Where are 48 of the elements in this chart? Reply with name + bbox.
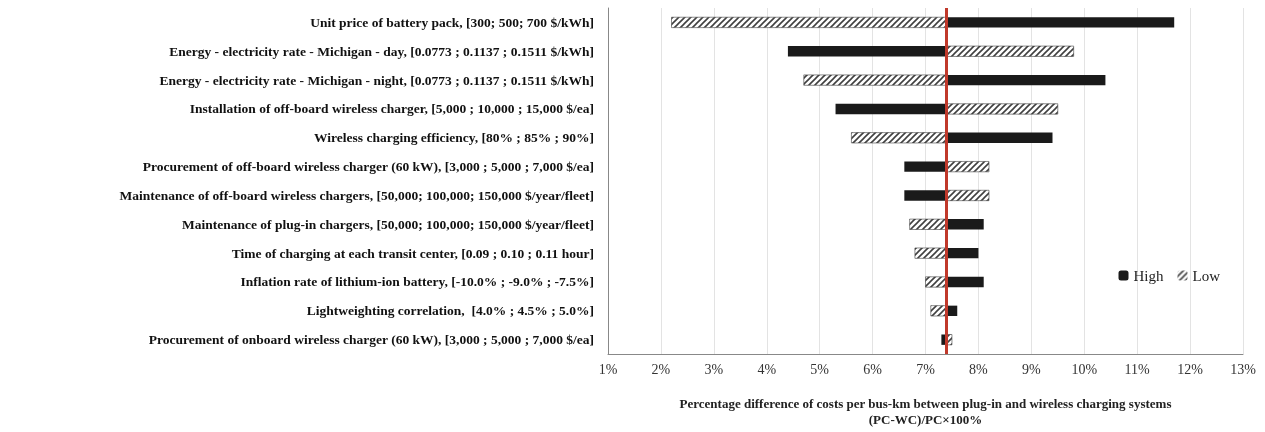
- legend-label: High: [1133, 267, 1164, 284]
- bar: [671, 16, 947, 28]
- x-tick-label: 1%: [598, 361, 618, 377]
- y-tick-label: Unit price of battery pack, [300; 500; 700 $/kWh]: [310, 14, 594, 30]
- bar: [946, 161, 990, 173]
- bar: [851, 132, 947, 144]
- x-tick-label: 5%: [810, 361, 830, 377]
- x-tick-label: 8%: [969, 361, 989, 377]
- x-tick-label: 11%: [1124, 361, 1151, 377]
- y-tick-label: Installation of off-board wireless charger, [5,000 ; 10,000 ; 15,000 $/ea]: [189, 101, 594, 117]
- legend-label: Low: [1192, 267, 1221, 284]
- bar: [787, 46, 947, 57]
- y-tick-label: Inflation rate of lithium-ion battery, [-10.0% ; -9.0% ; -7.5%]: [240, 274, 594, 290]
- bar: [803, 74, 947, 86]
- bar: [946, 103, 1059, 115]
- x-tick-label: 13%: [1230, 361, 1257, 377]
- y-tick-label: Procurement of off-board wireless charger (60 kW), [3,000 ; 5,000 ; 7,000 $/ea]: [142, 159, 594, 175]
- y-tick-label: Maintenance of off-board wireless chargers, [50,000; 100,000; 150,000 $/year/fleet]: [119, 187, 594, 203]
- y-tick-label: Time of charging at each transit center, [0.09 ; 0.10 ; 0.11 hour]: [231, 245, 594, 261]
- bar: [946, 189, 990, 201]
- bar: [946, 219, 984, 230]
- bar: [946, 276, 984, 288]
- x-tick-label: 2%: [651, 361, 671, 377]
- x-tick-label: 10%: [1071, 361, 1098, 377]
- x-tick-label: 12%: [1177, 361, 1204, 377]
- x-tick-label: 7%: [916, 361, 936, 377]
- y-tick-label: Energy - electricity rate - Michigan - night, [0.0773 ; 0.1137 ; 0.1511 $/kWh]: [159, 72, 594, 88]
- bar: [946, 17, 1175, 28]
- x-axis-title: Percentage difference of costs per bus-km between plug-in and wireless charging systems (PC-WC)/PC×100%: [679, 395, 1172, 427]
- bar: [925, 276, 947, 288]
- x-tick-label: 4%: [757, 361, 777, 377]
- y-tick-label: Procurement of onboard wireless charger (60 kW), [3,000 ; 5,000 ; 7,000 $/ea]: [148, 332, 594, 348]
- x-tick-label: 9%: [1022, 361, 1041, 377]
- bar: [835, 103, 947, 115]
- bar: [946, 247, 979, 259]
- bar: [914, 247, 947, 259]
- bar: [909, 218, 947, 230]
- y-tick-label: Maintenance of plug-in chargers, [50,000; 100,000; 150,000 $/year/fleet]: [181, 216, 594, 232]
- y-tick-label: Wireless charging efficiency, [80% ; 85% ; 90%]: [314, 130, 594, 146]
- bar: [946, 132, 1053, 143]
- bar: [946, 45, 1074, 57]
- bar: [904, 190, 947, 201]
- y-tick-label: Lightweighting correlation, [4.0% ; 4.5% ; 5.0%]: [306, 303, 594, 319]
- x-tick-label: 3%: [704, 361, 724, 377]
- y-tick-label: Energy - electricity rate - Michigan - day, [0.0773 ; 0.1137 ; 0.1511 $/kWh]: [169, 43, 594, 59]
- x-tick-label: 6%: [863, 361, 883, 377]
- bar: [904, 161, 947, 172]
- bar: [946, 74, 1106, 86]
